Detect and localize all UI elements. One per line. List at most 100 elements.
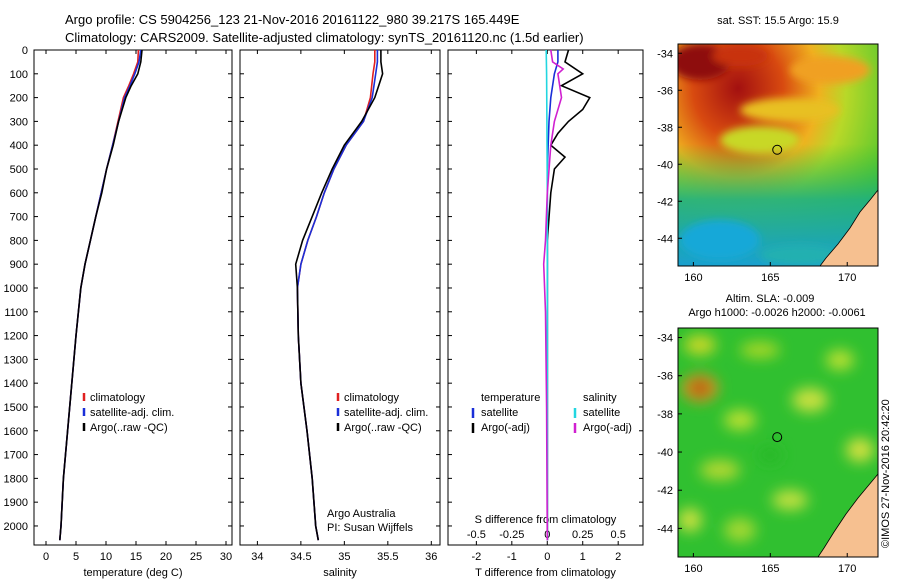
depth-tick-label: 1000 bbox=[4, 283, 28, 295]
legend-header-temperature: temperature bbox=[481, 392, 540, 404]
temperature-series-argo bbox=[59, 49, 143, 541]
lon-tick-label: 170 bbox=[838, 272, 856, 284]
sla-map: Altim. SLA: -0.009 Argo h1000: -0.0026 h… bbox=[657, 293, 879, 575]
legend-header-salinity: salinity bbox=[583, 392, 617, 404]
sst-map: sat. SST: 15.5 Argo: 15.9 160 165 170 -34 -3… bbox=[657, 15, 879, 284]
depth-tick-label: 1700 bbox=[4, 450, 28, 462]
s-tick-label: -0.25 bbox=[499, 529, 524, 541]
legend-label: satellite bbox=[481, 407, 518, 419]
chart-title-line1: Argo profile: CS 5904256_123 21-Nov-2016… bbox=[65, 12, 520, 27]
salinity-panel: 34 34.5 35 35.5 36 salinity climatology satelli… bbox=[239, 49, 441, 579]
x-tick-label: 36 bbox=[425, 551, 437, 563]
lon-tick-label: 165 bbox=[761, 272, 779, 284]
depth-tick-label: 1100 bbox=[4, 307, 28, 319]
sst-map-ticks: 160 165 170 -34 -36 -38 -40 -42 -44 bbox=[657, 48, 856, 284]
legend-label: Argo(-adj) bbox=[583, 422, 632, 434]
credit-line1: Argo Australia bbox=[327, 508, 396, 520]
depth-tick-label: 1300 bbox=[4, 354, 28, 366]
temperature-xlabel: temperature (deg C) bbox=[83, 567, 182, 579]
depth-tick-label: 500 bbox=[10, 164, 28, 176]
x-tick-label: 2 bbox=[615, 551, 621, 563]
sla-map-subtitle: Argo h1000: -0.0026 h2000: -0.0061 bbox=[688, 307, 865, 319]
depth-tick-label: 800 bbox=[10, 235, 28, 247]
depth-tick-label: 1200 bbox=[4, 331, 28, 343]
x-tick-label: 35.5 bbox=[377, 551, 398, 563]
legend-label: climatology bbox=[90, 392, 146, 404]
lat-tick-label: -42 bbox=[657, 196, 673, 208]
chart-title-line2: Climatology: CARS2009. Satellite-adjuste… bbox=[65, 30, 584, 45]
legend-label: Argo(..raw -QC) bbox=[344, 422, 422, 434]
sla-map-title: Altim. SLA: -0.009 bbox=[726, 293, 815, 305]
sla-map-ticks: 160 165 170 -34 -36 -38 -40 -42 -44 bbox=[657, 333, 856, 575]
lon-tick-label: 160 bbox=[684, 563, 702, 575]
difference-series-argo_salinity_adj bbox=[542, 49, 565, 541]
x-tick-label: 15 bbox=[130, 551, 142, 563]
sst-land bbox=[819, 189, 878, 266]
temperature-panel: 0100200300400500600700800900100011001200… bbox=[4, 45, 233, 579]
depth-tick-label: 1600 bbox=[4, 426, 28, 438]
depth-tick-label: 400 bbox=[10, 140, 28, 152]
lat-tick-label: -34 bbox=[657, 48, 673, 60]
lat-tick-label: -36 bbox=[657, 371, 673, 383]
copyright-label: ©IMOS 27-Nov-2016 20:42:20 bbox=[880, 399, 892, 548]
lat-tick-label: -42 bbox=[657, 485, 673, 497]
argo-position-marker bbox=[772, 432, 783, 443]
difference-xlabel: T difference from climatology bbox=[475, 567, 616, 579]
x-tick-label: 0 bbox=[544, 551, 550, 563]
s-tick-label: 0.5 bbox=[611, 529, 626, 541]
difference-series-satellite_salinity bbox=[545, 49, 549, 541]
x-tick-label: 20 bbox=[160, 551, 172, 563]
legend-label: Argo(-adj) bbox=[481, 422, 530, 434]
x-tick-label: 25 bbox=[190, 551, 202, 563]
temperature-series-satellite bbox=[59, 49, 142, 541]
difference-series-satellite bbox=[546, 50, 559, 541]
lat-tick-label: -36 bbox=[657, 85, 673, 97]
depth-tick-label: 1400 bbox=[4, 378, 28, 390]
legend-label: satellite bbox=[583, 407, 620, 419]
difference-panel: -2 -1 0 1 2 T difference from climatology S di… bbox=[447, 49, 644, 579]
s-tick-label: -0.5 bbox=[467, 529, 486, 541]
depth-tick-label: 300 bbox=[10, 116, 28, 128]
depth-tick-label: 1500 bbox=[4, 402, 28, 414]
sla-land bbox=[817, 473, 878, 557]
lat-tick-label: -44 bbox=[657, 233, 673, 245]
temperature-series-climatology bbox=[59, 49, 140, 541]
depth-tick-label: 1800 bbox=[4, 473, 28, 485]
x-tick-label: 35 bbox=[338, 551, 350, 563]
sst-patches bbox=[678, 44, 870, 265]
x-tick-label: 1 bbox=[580, 551, 586, 563]
x-tick-label: 0 bbox=[43, 551, 49, 563]
sla-map-frame bbox=[677, 327, 879, 558]
depth-tick-label: 2000 bbox=[4, 521, 28, 533]
x-tick-label: 10 bbox=[100, 551, 112, 563]
legend-label: satellite-adj. clim. bbox=[90, 407, 174, 419]
x-tick-label: 34.5 bbox=[290, 551, 311, 563]
depth-tick-label: 200 bbox=[10, 93, 28, 105]
depth-tick-label: 1900 bbox=[4, 497, 28, 509]
salinity-series-argo bbox=[294, 50, 384, 541]
lat-tick-label: -38 bbox=[657, 409, 673, 421]
lat-tick-label: -44 bbox=[657, 523, 673, 535]
lat-tick-label: -40 bbox=[657, 447, 673, 459]
salinity-series-satellite bbox=[296, 50, 379, 541]
depth-tick-label: 900 bbox=[10, 259, 28, 271]
sst-map-frame bbox=[677, 43, 879, 267]
lat-tick-label: -40 bbox=[657, 159, 673, 171]
legend-label: satellite-adj. clim. bbox=[344, 407, 428, 419]
x-tick-label: 34 bbox=[251, 551, 263, 563]
lon-tick-label: 160 bbox=[684, 272, 702, 284]
depth-tick-label: 0 bbox=[22, 45, 28, 57]
x-tick-label: -1 bbox=[507, 551, 517, 563]
lat-tick-label: -38 bbox=[657, 122, 673, 134]
depth-tick-label: 600 bbox=[10, 188, 28, 200]
s-tick-label: 0.25 bbox=[572, 529, 593, 541]
sla-patches bbox=[678, 335, 874, 542]
salinity-frame bbox=[239, 49, 441, 546]
salinity-xlabel: salinity bbox=[323, 567, 357, 579]
argo-position-marker bbox=[772, 144, 783, 155]
salinity-series-climatology bbox=[296, 50, 376, 541]
credit-line2: PI: Susan Wijffels bbox=[327, 522, 413, 534]
legend-label: climatology bbox=[344, 392, 400, 404]
depth-tick-label: 100 bbox=[10, 69, 28, 81]
